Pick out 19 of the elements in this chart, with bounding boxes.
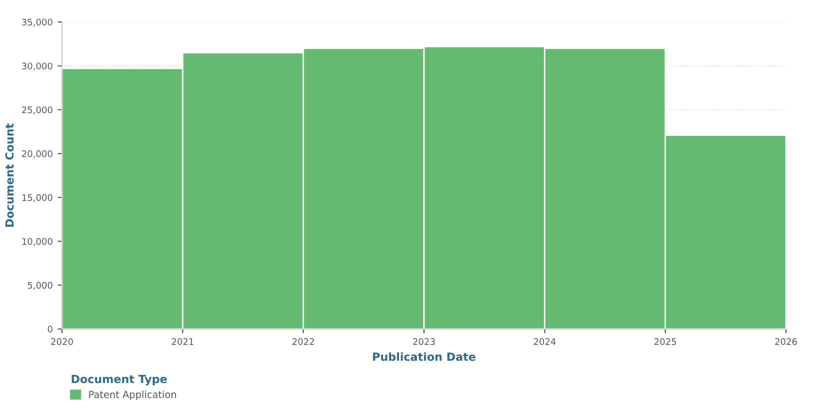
- y-tick-label: 15,000: [22, 194, 52, 202]
- y-tick-label: 25,000: [22, 106, 52, 114]
- text: Patent Application: [89, 390, 176, 400]
- y-tick-label: 0: [48, 326, 52, 333]
- x-tick-label: 2025: [654, 338, 676, 346]
- x-tick-label: 2026: [775, 338, 797, 346]
- y-tick-label: 10,000: [22, 238, 52, 246]
- x-tick-label: 2020: [51, 338, 73, 346]
- x-tick-label: 2023: [413, 338, 435, 346]
- y-tick-label: 35,000: [22, 18, 52, 26]
- legend-title: Document Type: [72, 374, 167, 386]
- x-tick-label: 2021: [172, 338, 194, 346]
- x-tick-label: 2024: [534, 338, 556, 346]
- y-tick-label: 5,000: [28, 282, 52, 290]
- x-axis-title: Publication Date: [373, 352, 476, 361]
- y-tick-label: 30,000: [22, 62, 52, 70]
- y-axis-title: Document Count: [5, 124, 14, 227]
- y-tick-label: 20,000: [22, 150, 52, 158]
- x-tick-label: 2022: [292, 338, 314, 346]
